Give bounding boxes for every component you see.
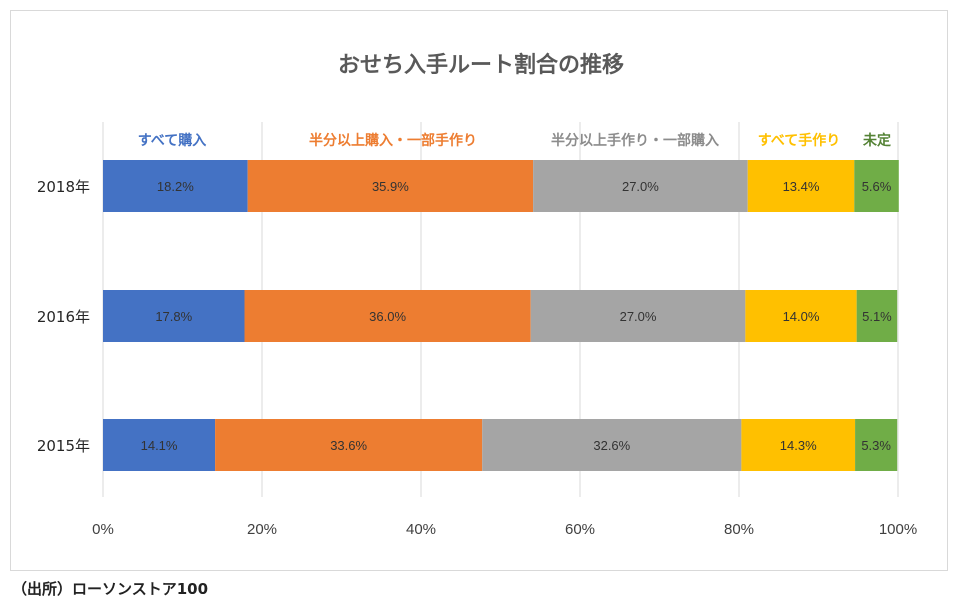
- data-label: 5.6%: [862, 179, 892, 194]
- data-label: 18.2%: [157, 179, 194, 194]
- data-label: 36.0%: [369, 309, 406, 324]
- bar-segment: [745, 290, 857, 342]
- data-label: 14.3%: [780, 438, 817, 453]
- data-label: 14.1%: [141, 438, 178, 453]
- bar-segment: [533, 160, 748, 212]
- x-tick-label: 20%: [247, 521, 277, 538]
- category-label: 2018年: [37, 178, 90, 196]
- source-note: （出所）ローソンストア100: [12, 580, 209, 598]
- bar-segment: [103, 419, 216, 471]
- data-label: 17.8%: [155, 309, 192, 324]
- legend-entry: すべて手作り: [758, 132, 840, 149]
- x-tick-label: 40%: [406, 521, 436, 538]
- legend-entry: 未定: [863, 132, 891, 149]
- data-label: 5.1%: [862, 309, 892, 324]
- data-label: 35.9%: [372, 179, 409, 194]
- bar-segment: [747, 160, 855, 212]
- bar-segment: [103, 160, 248, 212]
- x-tick-label: 60%: [565, 521, 595, 538]
- data-label: 13.4%: [783, 179, 820, 194]
- data-label: 27.0%: [622, 179, 659, 194]
- bar-segment: [741, 419, 856, 471]
- bar-segment: [244, 290, 531, 342]
- legend-entry: すべて購入: [138, 132, 206, 149]
- bar-segment: [854, 160, 899, 212]
- data-label: 27.0%: [620, 309, 657, 324]
- data-label: 32.6%: [593, 438, 630, 453]
- data-label: 5.3%: [861, 438, 891, 453]
- data-label: 14.0%: [783, 309, 820, 324]
- bar-segment: [103, 290, 245, 342]
- bar-segment: [215, 419, 483, 471]
- bar-segment: [482, 419, 742, 471]
- bar-segment: [247, 160, 534, 212]
- x-tick-label: 0%: [92, 521, 114, 538]
- data-label: 33.6%: [330, 438, 367, 453]
- x-tick-label: 80%: [724, 521, 754, 538]
- category-label: 2015年: [37, 437, 90, 455]
- legend-entry: 半分以上購入・一部手作り: [309, 132, 477, 149]
- legend-entry: 半分以上手作り・一部購入: [551, 132, 719, 149]
- bar-segment: [856, 290, 898, 342]
- chart-title: おせち入手ルート割合の推移: [338, 52, 624, 78]
- bar-segment: [855, 419, 898, 471]
- category-label: 2016年: [37, 308, 90, 326]
- x-tick-label: 100%: [879, 521, 917, 538]
- bar-segment: [530, 290, 746, 342]
